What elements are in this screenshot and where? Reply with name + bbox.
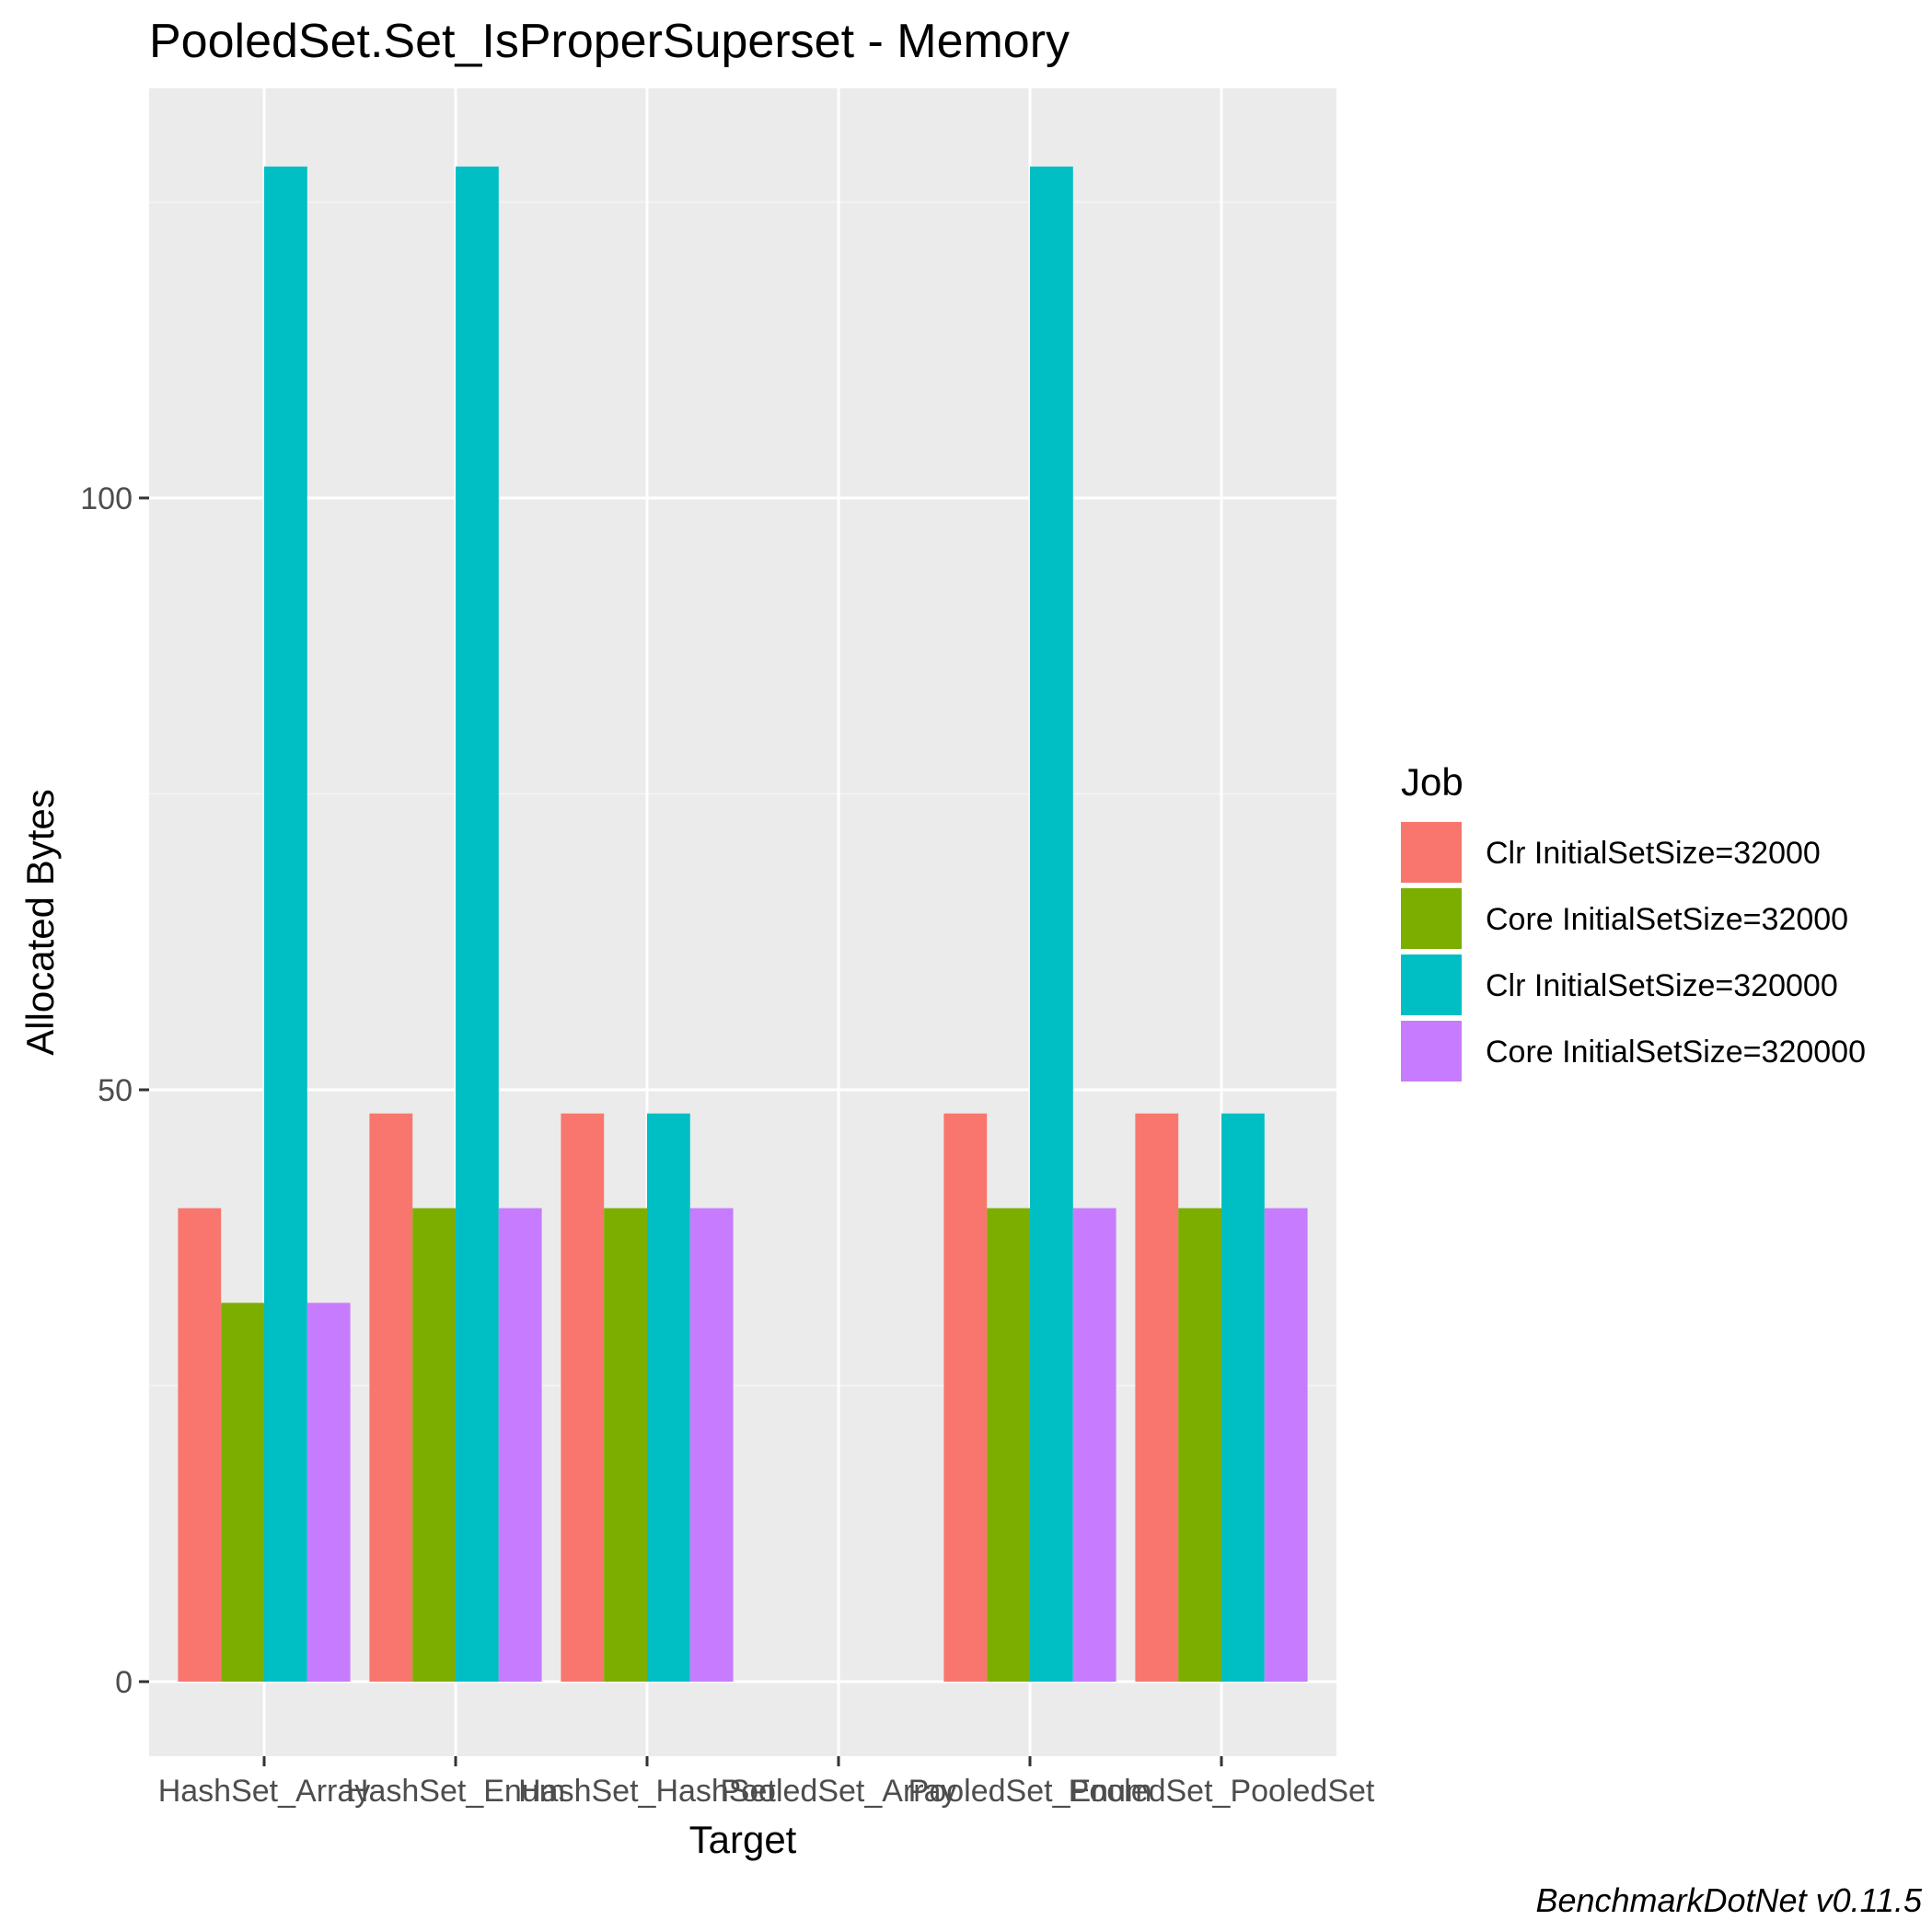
legend-items: Clr InitialSetSize=32000 Core InitialSetS…: [1401, 822, 1866, 1082]
bar-HashSet_Enum-2: [456, 166, 499, 1682]
bar-HashSet_Array-2: [264, 166, 307, 1682]
bar-HashSet_Array-1: [221, 1302, 264, 1682]
bar-HashSet_Enum-0: [369, 1113, 413, 1682]
y-axis-title: Allocated Bytes: [18, 789, 62, 1056]
legend-label-0: Clr InitialSetSize=32000: [1486, 836, 1821, 871]
bar-PooledSet_Enum-1: [987, 1208, 1030, 1682]
chart-caption: BenchmarkDotNet v0.11.5: [1535, 1881, 1923, 1919]
y-tick-label: 50: [98, 1073, 133, 1108]
bar-PooledSet_PooledSet-0: [1135, 1113, 1179, 1682]
x-tick-label: HashSet_HashSet: [518, 1774, 776, 1809]
bar-HashSet_HashSet-2: [647, 1113, 690, 1682]
bar-PooledSet_Enum-0: [943, 1113, 988, 1682]
y-tick-label: 0: [115, 1665, 133, 1700]
legend-key-3: [1401, 1021, 1462, 1082]
y-tick-label: 100: [80, 481, 133, 516]
bar-HashSet_Array-0: [178, 1208, 222, 1682]
bar-PooledSet_PooledSet-1: [1178, 1208, 1221, 1682]
legend-label-2: Clr InitialSetSize=320000: [1486, 968, 1838, 1003]
x-tick-label: PooledSet_PooledSet: [1069, 1774, 1375, 1809]
bar-HashSet_Enum-1: [412, 1208, 456, 1682]
legend-key-2: [1401, 954, 1462, 1015]
x-tick-label: PooledSet_Array: [720, 1774, 956, 1809]
x-axis: HashSet_ArrayHashSet_EnumHashSet_HashSet…: [158, 1756, 1375, 1809]
bar-HashSet_HashSet-3: [689, 1208, 734, 1682]
bar-HashSet_Enum-3: [498, 1208, 542, 1682]
legend-key-1: [1401, 888, 1462, 949]
bar-HashSet_HashSet-0: [561, 1113, 605, 1682]
bar-HashSet_HashSet-1: [604, 1208, 647, 1682]
bar-PooledSet_PooledSet-2: [1221, 1113, 1265, 1682]
legend: Job Clr InitialSetSize=32000 Core Initial…: [1401, 760, 1866, 1082]
x-tick-label: PooledSet_Enum: [908, 1774, 1152, 1809]
x-tick-label: HashSet_Enum: [346, 1774, 565, 1809]
legend-title: Job: [1401, 760, 1463, 804]
y-axis: 0 50 100: [80, 481, 149, 1700]
legend-label-3: Core InitialSetSize=320000: [1486, 1035, 1866, 1070]
bar-PooledSet_Enum-2: [1030, 166, 1073, 1682]
x-axis-title: Target: [689, 1818, 797, 1861]
legend-key-0: [1401, 822, 1462, 883]
bar-PooledSet_PooledSet-3: [1264, 1208, 1308, 1682]
legend-label-1: Core InitialSetSize=32000: [1486, 902, 1848, 937]
x-tick-label: HashSet_Array: [158, 1774, 371, 1809]
bars: [178, 166, 1308, 1682]
bar-PooledSet_Enum-3: [1072, 1208, 1116, 1682]
bar-HashSet_Array-3: [307, 1302, 351, 1682]
chart-title: PooledSet.Set_IsProperSuperset - Memory: [149, 15, 1070, 68]
